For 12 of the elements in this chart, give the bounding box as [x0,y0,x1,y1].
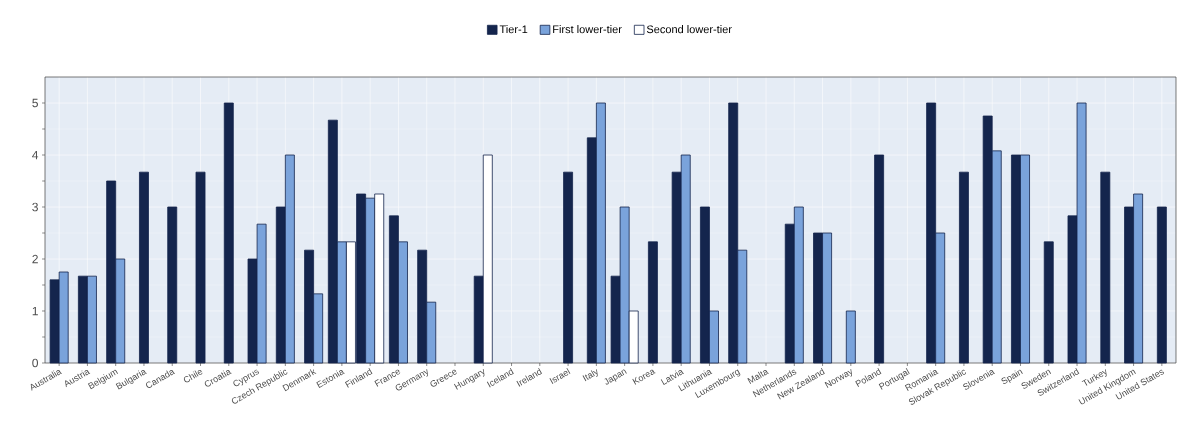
y-tick-label: 2 [32,254,38,264]
x-tick-label: Chile [183,370,203,383]
x-tick-label: Spain [1001,369,1023,384]
y-tick-label: 0 [32,358,39,368]
y-tick-label: 1 [32,306,38,316]
y-tick-label: 5 [32,98,38,108]
y-tick-label: 4 [32,150,39,160]
legend-label: Tier-1 [499,25,528,34]
x-tick-label: Italy [582,369,598,382]
legend-label: Second lower-tier [646,25,732,34]
legend-label: First lower-tier [553,25,622,34]
y-tick-label: 3 [32,202,38,212]
